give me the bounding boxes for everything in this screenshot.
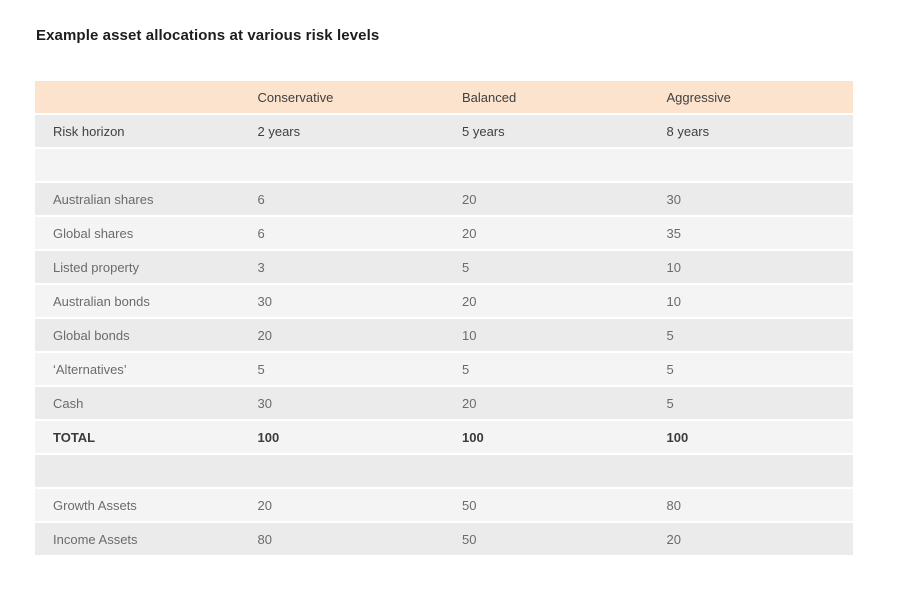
cell-conservative: 30	[257, 395, 272, 411]
table-row-global-shares: Global shares 6 20 35	[35, 217, 853, 249]
cell-aggressive: 5	[666, 361, 674, 377]
cell-balanced: 20	[462, 225, 477, 241]
row-label: Listed property	[53, 259, 139, 275]
cell-balanced: 50	[462, 531, 477, 547]
cell-aggressive: 20	[666, 531, 681, 547]
cell-conservative: 3	[257, 259, 265, 275]
table-row-spacer	[35, 149, 853, 181]
table-row-australian-bonds: Australian bonds 30 20 10	[35, 285, 853, 317]
cell-conservative: 80	[257, 531, 272, 547]
table-row-global-bonds: Global bonds 20 10 5	[35, 319, 853, 351]
cell-balanced: 20	[462, 395, 477, 411]
cell-balanced: 20	[462, 191, 477, 207]
cell-conservative: 20	[257, 327, 272, 343]
table-header-row: Conservative Balanced Aggressive	[35, 81, 853, 113]
table-row-spacer	[35, 455, 853, 487]
page-title: Example asset allocations at various ris…	[36, 27, 380, 44]
table-row-listed-property: Listed property 3 5 10	[35, 251, 853, 283]
cell-balanced: 50	[462, 497, 477, 513]
cell-balanced: 10	[462, 327, 477, 343]
row-label: TOTAL	[53, 429, 96, 445]
cell-conservative: 5	[257, 361, 265, 377]
row-label: Cash	[53, 395, 84, 411]
table-row-income-assets: Income Assets 80 50 20	[35, 523, 853, 555]
table-row-growth-assets: Growth Assets 20 50 80	[35, 489, 853, 521]
cell-aggressive: 10	[666, 259, 681, 275]
cell-balanced: 5	[462, 259, 470, 275]
table-row-cash: Cash 30 20 5	[35, 387, 853, 419]
cell-conservative: 2 years	[257, 123, 301, 139]
column-header-conservative: Conservative	[257, 89, 334, 105]
cell-conservative: 6	[257, 191, 265, 207]
cell-balanced: 100	[462, 429, 484, 445]
cell-aggressive: 5	[666, 395, 674, 411]
cell-aggressive: 5	[666, 327, 674, 343]
row-label: Australian bonds	[53, 293, 150, 309]
row-label: Global shares	[53, 225, 134, 241]
cell-aggressive: 30	[666, 191, 681, 207]
column-header-balanced: Balanced	[462, 89, 517, 105]
column-header-aggressive: Aggressive	[666, 89, 731, 105]
cell-aggressive: 8 years	[666, 123, 710, 139]
cell-balanced: 5	[462, 361, 470, 377]
table-row-risk-horizon: Risk horizon 2 years 5 years 8 years	[35, 115, 853, 147]
row-label: Australian shares	[53, 191, 154, 207]
cell-conservative: 100	[257, 429, 280, 445]
cell-aggressive: 80	[666, 497, 681, 513]
cell-conservative: 6	[257, 225, 265, 241]
table-row-alternatives: ‘Alternatives’ 5 5 5	[35, 353, 853, 385]
row-label: Income Assets	[53, 531, 138, 547]
table-row-australian-shares: Australian shares 6 20 30	[35, 183, 853, 215]
cell-balanced: 20	[462, 293, 477, 309]
table-row-total: TOTAL 100 100 100	[35, 421, 853, 453]
asset-allocation-table: Conservative Balanced Aggressive Risk ho…	[35, 81, 853, 555]
row-label: Risk horizon	[53, 123, 125, 139]
cell-conservative: 30	[257, 293, 272, 309]
cell-conservative: 20	[257, 497, 272, 513]
row-label: Growth Assets	[53, 497, 137, 513]
cell-balanced: 5 years	[462, 123, 505, 139]
row-label: ‘Alternatives’	[53, 361, 127, 377]
cell-aggressive: 100	[666, 429, 689, 445]
cell-aggressive: 10	[666, 293, 681, 309]
cell-aggressive: 35	[666, 225, 681, 241]
row-label: Global bonds	[53, 327, 130, 343]
